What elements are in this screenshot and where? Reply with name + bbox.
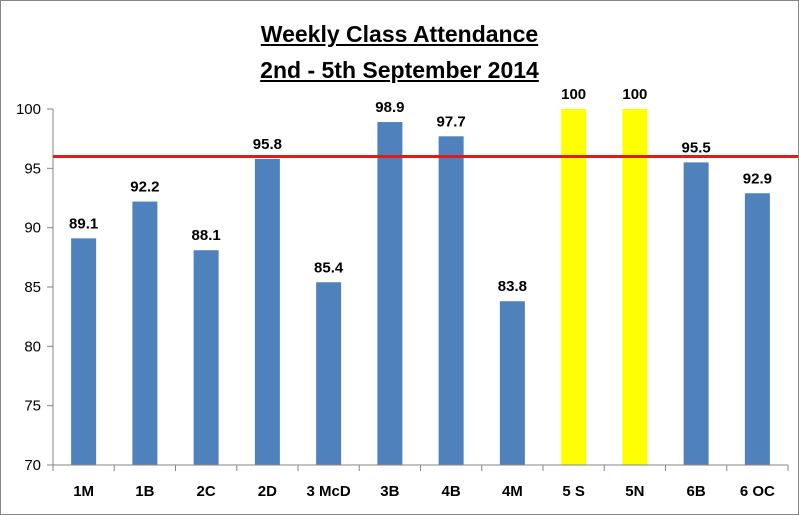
- y-axis-ticks: 70 75 80 85 90 95 100: [16, 101, 53, 474]
- data-label: 89.1: [69, 215, 98, 232]
- data-label: 97.7: [437, 113, 466, 130]
- data-label: 95.5: [682, 139, 711, 156]
- bar: [254, 158, 280, 465]
- data-label: 98.9: [375, 99, 404, 116]
- y-tick-label: 70: [24, 457, 41, 474]
- data-label: 85.4: [314, 259, 344, 276]
- bar: [561, 109, 587, 465]
- category-label: 6B: [687, 483, 706, 500]
- bar: [744, 193, 770, 465]
- category-label: 2D: [258, 483, 277, 500]
- data-label: 100: [622, 86, 647, 103]
- y-tick-label: 95: [24, 160, 41, 177]
- bar: [438, 136, 464, 465]
- data-label: 92.9: [743, 170, 772, 187]
- data-label: 100: [561, 86, 586, 103]
- data-labels: 89.1 92.2 88.1 95.8 85.4 98.9 97.7 83.8 100 100 95…: [69, 86, 772, 295]
- bar: [193, 250, 219, 465]
- bar: [683, 162, 709, 465]
- data-label: 83.8: [498, 278, 527, 295]
- y-tick-label: 80: [24, 338, 41, 355]
- category-labels: 1M 1B 2C 2D 3 McD 3B 4B 4M 5 S 5N 6B 6 OC: [73, 483, 775, 500]
- category-label: 5N: [625, 483, 644, 500]
- category-label: 2C: [197, 483, 216, 500]
- bar: [71, 238, 97, 465]
- category-label: 1M: [73, 483, 94, 500]
- chart-subtitle: 2nd - 5th September 2014: [260, 57, 539, 83]
- y-tick-label: 100: [16, 101, 41, 118]
- category-label: 6 OC: [740, 483, 775, 500]
- category-label: 4B: [442, 483, 461, 500]
- data-label: 95.8: [253, 136, 282, 153]
- category-label: 1B: [135, 483, 154, 500]
- bar: [622, 109, 648, 465]
- bar: [377, 122, 403, 465]
- category-label: 5 S: [562, 483, 585, 500]
- data-label: 88.1: [192, 227, 221, 244]
- category-label: 4M: [502, 483, 523, 500]
- bar: [132, 201, 158, 465]
- y-tick-label: 75: [24, 398, 41, 415]
- y-tick-label: 85: [24, 279, 41, 296]
- x-axis: [52, 464, 789, 471]
- bar: [499, 301, 525, 465]
- bars: [71, 109, 770, 465]
- y-tick-label: 90: [24, 220, 41, 237]
- category-label: 3 McD: [307, 483, 351, 500]
- bar: [316, 282, 342, 465]
- chart-title: Weekly Class Attendance: [260, 21, 539, 47]
- data-label: 92.2: [130, 179, 159, 196]
- category-label: 3B: [380, 483, 399, 500]
